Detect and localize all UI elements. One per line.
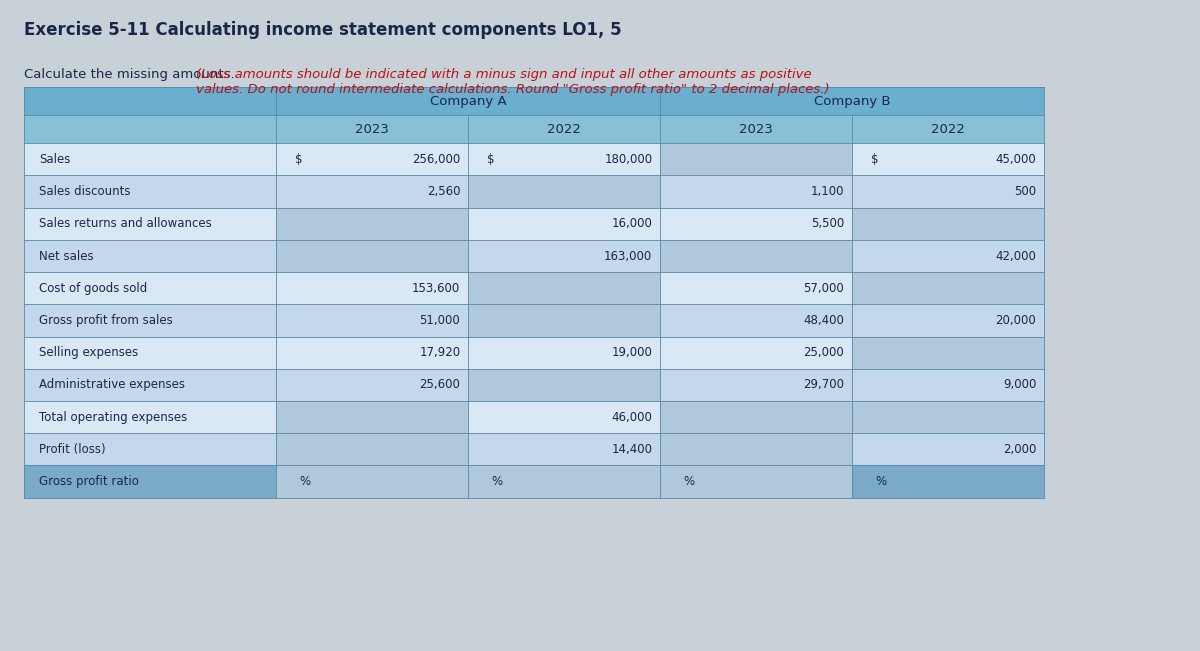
- Text: (Loss amounts should be indicated with a minus sign and input all other amounts : (Loss amounts should be indicated with a…: [196, 68, 829, 96]
- Text: 20,000: 20,000: [996, 314, 1037, 327]
- Text: 163,000: 163,000: [604, 249, 653, 262]
- Text: %: %: [683, 475, 694, 488]
- Text: 17,920: 17,920: [419, 346, 461, 359]
- Text: 19,000: 19,000: [612, 346, 653, 359]
- Text: 180,000: 180,000: [604, 153, 653, 166]
- Text: Company A: Company A: [430, 95, 506, 107]
- Text: Calculate the missing amounts.: Calculate the missing amounts.: [24, 68, 239, 81]
- Text: 42,000: 42,000: [996, 249, 1037, 262]
- Text: 25,600: 25,600: [420, 378, 461, 391]
- Text: 1,100: 1,100: [811, 185, 845, 198]
- Text: 45,000: 45,000: [996, 153, 1037, 166]
- Text: 2023: 2023: [355, 123, 389, 135]
- Text: $: $: [871, 153, 878, 166]
- Text: Company B: Company B: [814, 95, 890, 107]
- Text: Total operating expenses: Total operating expenses: [40, 411, 187, 424]
- Text: 57,000: 57,000: [804, 282, 845, 295]
- Text: 25,000: 25,000: [804, 346, 845, 359]
- Text: 500: 500: [1014, 185, 1037, 198]
- Text: Sales: Sales: [40, 153, 71, 166]
- Text: Net sales: Net sales: [40, 249, 94, 262]
- Text: 46,000: 46,000: [612, 411, 653, 424]
- Text: %: %: [875, 475, 886, 488]
- Text: 2022: 2022: [547, 123, 581, 135]
- Text: Exercise 5-11 Calculating income statement components LO1, 5: Exercise 5-11 Calculating income stateme…: [24, 21, 622, 39]
- Text: %: %: [299, 475, 310, 488]
- Text: 2023: 2023: [739, 123, 773, 135]
- Text: 2,000: 2,000: [1003, 443, 1037, 456]
- Text: Administrative expenses: Administrative expenses: [40, 378, 185, 391]
- Text: 5,500: 5,500: [811, 217, 845, 230]
- Text: 9,000: 9,000: [1003, 378, 1037, 391]
- Text: 29,700: 29,700: [803, 378, 845, 391]
- Text: $: $: [295, 153, 302, 166]
- Text: Sales returns and allowances: Sales returns and allowances: [40, 217, 212, 230]
- Text: 153,600: 153,600: [412, 282, 461, 295]
- Text: 16,000: 16,000: [612, 217, 653, 230]
- Text: 2022: 2022: [931, 123, 965, 135]
- Text: Cost of goods sold: Cost of goods sold: [40, 282, 148, 295]
- Text: Gross profit from sales: Gross profit from sales: [40, 314, 173, 327]
- Text: 256,000: 256,000: [412, 153, 461, 166]
- Text: %: %: [491, 475, 502, 488]
- Text: Gross profit ratio: Gross profit ratio: [40, 475, 139, 488]
- Text: 48,400: 48,400: [804, 314, 845, 327]
- Text: Profit (loss): Profit (loss): [40, 443, 106, 456]
- Text: $: $: [487, 153, 494, 166]
- Text: 2,560: 2,560: [427, 185, 461, 198]
- Text: Sales discounts: Sales discounts: [40, 185, 131, 198]
- Text: 51,000: 51,000: [420, 314, 461, 327]
- Text: Selling expenses: Selling expenses: [40, 346, 138, 359]
- Text: 14,400: 14,400: [611, 443, 653, 456]
